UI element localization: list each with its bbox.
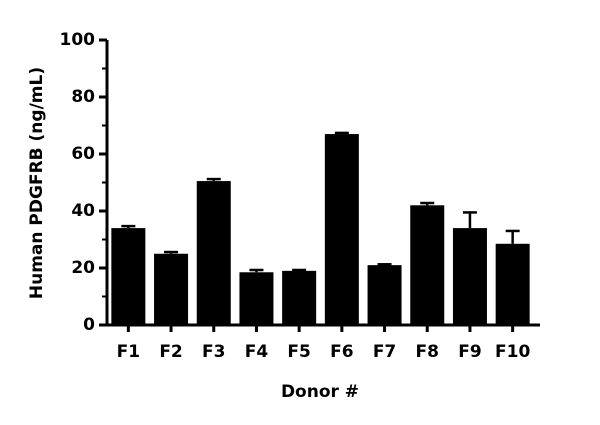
bar <box>452 228 487 325</box>
y-tick-label: 20 <box>71 258 95 278</box>
x-tick-label: F9 <box>458 342 481 362</box>
x-tick-label: F10 <box>495 342 530 362</box>
x-tick-label: F1 <box>117 342 140 362</box>
y-tick-label: 40 <box>71 201 95 221</box>
y-tick-label: 100 <box>60 30 96 50</box>
bar <box>196 181 231 325</box>
x-tick-label: F3 <box>202 342 225 362</box>
y-tick-label: 60 <box>71 144 95 164</box>
y-axis-label: Human PDGFRB (ng/mL) <box>27 67 47 299</box>
bar <box>367 265 402 325</box>
x-axis-label: Donor # <box>281 382 359 402</box>
y-tick-label: 80 <box>71 87 95 107</box>
x-tick-label: F6 <box>330 342 353 362</box>
x-tick-label: F8 <box>416 342 439 362</box>
x-tick-label: F2 <box>159 342 182 362</box>
bar <box>111 228 146 325</box>
bar <box>239 272 274 325</box>
y-tick-label: 0 <box>83 315 95 335</box>
bar <box>324 134 359 325</box>
x-tick-label: F5 <box>287 342 310 362</box>
bar <box>282 270 317 325</box>
x-tick-label: F4 <box>245 342 269 362</box>
bar <box>495 243 530 325</box>
x-tick-label: F7 <box>373 342 396 362</box>
bar <box>410 205 445 325</box>
bar <box>154 253 189 325</box>
